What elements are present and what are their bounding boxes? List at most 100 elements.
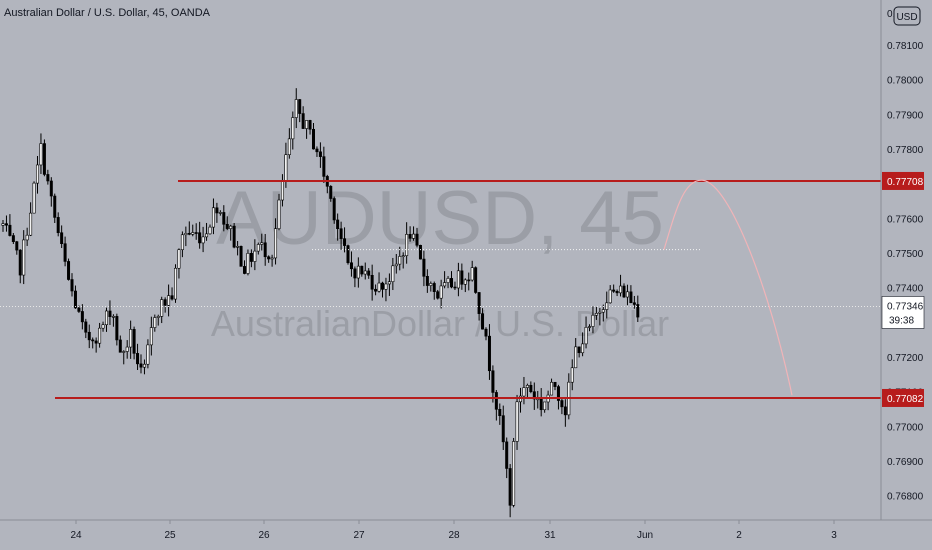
candle-body (456, 270, 460, 289)
candle-body (56, 217, 60, 234)
candle-body (170, 295, 174, 300)
candle-body (553, 381, 557, 387)
candle-body (594, 313, 598, 316)
candle-body (632, 302, 636, 305)
candle-body (501, 415, 505, 443)
candle-body (436, 291, 440, 299)
candle-body (22, 239, 26, 276)
price-tick-label: 0.78100 (887, 41, 924, 52)
candle-body (25, 234, 29, 241)
candle-body (277, 199, 281, 229)
candle-body (267, 256, 271, 260)
candle-body (474, 267, 478, 293)
candle-body (280, 180, 284, 201)
candle-body (339, 228, 343, 239)
candle-body (470, 267, 474, 281)
candle-body (525, 384, 529, 388)
candle-body (236, 245, 240, 248)
candle-body (556, 386, 560, 401)
candle-body (187, 233, 191, 235)
candle-body (46, 174, 50, 182)
candle-body (318, 151, 322, 157)
candle-body (129, 329, 133, 348)
candle-body (494, 392, 498, 410)
candle-body (191, 232, 195, 235)
candle-body (291, 117, 295, 140)
candle-body (481, 313, 485, 330)
candle-body (574, 346, 578, 369)
watermark-description: AustralianDollar / U.S. Dollar (211, 303, 669, 344)
candle-body (73, 290, 77, 309)
candle-body (587, 326, 591, 328)
candle-body (160, 299, 164, 317)
candle-body (294, 99, 298, 118)
price-tick-label: 0.78000 (887, 76, 924, 87)
candle-body (67, 261, 71, 280)
candle-body (42, 143, 46, 175)
horizontal-levels[interactable] (0, 179, 881, 399)
candle-body (460, 270, 464, 285)
candle-body (491, 370, 495, 393)
candle-body (246, 252, 250, 274)
candle-body (550, 381, 554, 396)
candle-body (18, 249, 22, 276)
candle-body (598, 311, 602, 314)
time-axis-labels: 24 25 26 27 28 31 Jun 2 3 (70, 520, 837, 541)
candle-body (284, 154, 288, 181)
candle-body (315, 148, 319, 153)
time-tick-label: 24 (70, 530, 82, 541)
resistance-price-tag-label: 0.77708 (887, 177, 924, 188)
time-tick-label: 26 (258, 530, 270, 541)
candle-body (32, 182, 36, 214)
candle-body (619, 285, 623, 294)
candle-body (522, 387, 526, 397)
candle-body (353, 268, 357, 279)
candle-body (174, 267, 178, 300)
last-price-tag-label: 0.77346 (887, 301, 924, 312)
candle-body (432, 283, 436, 292)
candle-body (163, 299, 167, 306)
candle-body (408, 234, 412, 239)
candle-body (229, 225, 233, 229)
candle-body (484, 328, 488, 337)
candle-body (98, 327, 102, 344)
candle-body (356, 265, 360, 279)
candle-body (122, 351, 126, 353)
candle-body (446, 278, 450, 283)
candle-body (591, 314, 595, 327)
price-tick-label: 0.77200 (887, 353, 924, 364)
price-tick-label-partial: 0. (887, 9, 895, 20)
candle-body (301, 113, 305, 129)
candle-body (612, 289, 616, 292)
candle-body (508, 468, 512, 506)
candle-body (463, 279, 467, 285)
price-tick-label: 0.77800 (887, 145, 924, 156)
currency-badge[interactable]: USD (893, 6, 921, 26)
candle-body (577, 346, 581, 354)
candle-body (443, 282, 447, 287)
candle-body (398, 256, 402, 265)
price-tick-label: 0.76900 (887, 457, 924, 468)
projection-path[interactable] (663, 179, 793, 396)
candle-body (308, 120, 312, 130)
candle-body (263, 242, 267, 258)
candle-body (15, 241, 19, 251)
candle-body (380, 282, 384, 290)
candle-body (374, 288, 378, 292)
candle-body (125, 346, 129, 352)
candle-body (70, 279, 74, 292)
candle-body (111, 316, 115, 318)
candle-body (543, 401, 547, 411)
resistance-price-tag (882, 171, 924, 190)
candle-body (80, 311, 84, 323)
candle-body (225, 223, 229, 229)
candle-body (249, 252, 253, 262)
projection-arc[interactable] (663, 179, 793, 396)
candle-body (615, 291, 619, 294)
candle-body (343, 238, 347, 246)
candle-body (363, 270, 367, 275)
candle-body (377, 282, 381, 292)
candle-body (39, 143, 43, 166)
